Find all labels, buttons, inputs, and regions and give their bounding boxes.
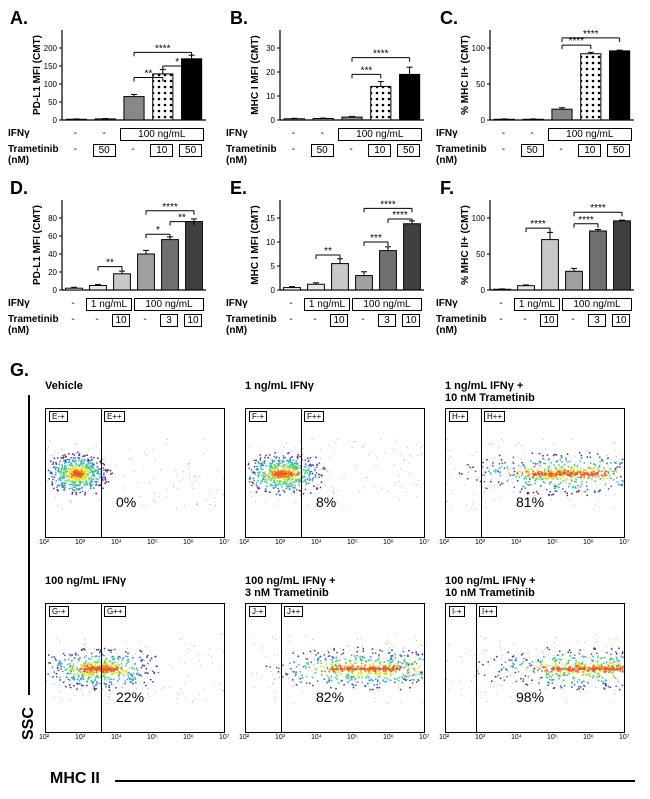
flow-title: 100 ng/mL IFNγ <box>45 575 225 601</box>
row1-xlabels-B: IFNγ--100 ng/mLTrametinib (nM)-50-1050 <box>248 128 438 170</box>
svg-text:0: 0 <box>481 116 486 124</box>
row2-xlabels-F: IFNγ-1 ng/mL100 ng/mLTrametinib (nM)--10… <box>458 298 648 340</box>
svg-text:30: 30 <box>266 44 275 53</box>
row1-xlabels-C: IFNγ--100 ng/mLTrametinib (nM)-50-1050 <box>458 128 648 170</box>
svg-text:100: 100 <box>44 80 58 89</box>
flow-xaxis: 10²10³10⁴10⁵10⁶10⁷ <box>45 539 225 553</box>
svg-text:MHC I MFI (CMT): MHC I MFI (CMT) <box>250 205 261 284</box>
flow-plot: 1 ng/mL IFNγ + 10 nM Trametinib H-+ H++ … <box>445 380 625 538</box>
flow-plot: 100 ng/mL IFNγ + 3 nM Trametinib J-+ J++… <box>245 575 425 733</box>
flow-box: H-+ H++ 81% <box>445 408 625 538</box>
svg-text:80: 80 <box>48 214 57 223</box>
flow-box: G-+ G++ 22% <box>45 603 225 733</box>
panel-label-D: D. <box>10 178 28 199</box>
chart-E: 051015MHC I MFI (CMT)************* <box>248 182 428 294</box>
flow-title: 1 ng/mL IFNγ <box>245 380 425 406</box>
svg-text:PD-L1 MFI (CMT): PD-L1 MFI (CMT) <box>32 35 43 115</box>
svg-text:150: 150 <box>44 62 58 71</box>
svg-text:****: **** <box>155 43 171 54</box>
svg-text:*: * <box>156 225 160 236</box>
svg-text:15: 15 <box>266 214 275 223</box>
svg-text:% MHC II+ (CMT): % MHC II+ (CMT) <box>460 205 471 285</box>
svg-text:****: **** <box>380 199 396 210</box>
ssc-axis-label: SSC <box>20 707 38 740</box>
svg-text:**: ** <box>324 246 332 257</box>
flow-box: J-+ J++ 82% <box>245 603 425 733</box>
mhcii-axis-line <box>115 780 635 782</box>
svg-text:MHC I MFI (CMT): MHC I MFI (CMT) <box>250 35 261 114</box>
svg-text:0: 0 <box>53 286 58 294</box>
svg-text:5: 5 <box>271 262 276 271</box>
panel-label-F: F. <box>440 178 454 199</box>
flow-box: E-+ E++ 0% <box>45 408 225 538</box>
ssc-axis-line <box>28 395 30 695</box>
panel-label-B: B. <box>230 8 248 29</box>
flow-xaxis: 10²10³10⁴10⁵10⁶10⁷ <box>245 734 425 748</box>
svg-text:****: **** <box>162 202 178 213</box>
panel-label-C: C. <box>440 8 458 29</box>
flow-xaxis: 10²10³10⁴10⁵10⁶10⁷ <box>445 539 625 553</box>
svg-text:****: **** <box>530 219 546 230</box>
svg-text:50: 50 <box>476 250 485 259</box>
svg-text:0: 0 <box>481 286 486 294</box>
svg-text:50: 50 <box>48 98 57 107</box>
panel-label-E: E. <box>230 178 247 199</box>
mhcii-axis-label: MHC II <box>50 770 100 788</box>
svg-text:100: 100 <box>472 214 486 223</box>
row1-xlabels-A: IFNγ--100 ng/mLTrametinib (nM)-50-1050 <box>30 128 220 170</box>
svg-text:40: 40 <box>48 250 57 259</box>
svg-text:20: 20 <box>266 68 275 77</box>
svg-text:***: *** <box>361 65 373 76</box>
chart-A: 050100150200PD-L1 MFI (CMT)******* <box>30 12 210 124</box>
svg-text:****: **** <box>583 29 599 40</box>
svg-text:% MHC II+ (CMT): % MHC II+ (CMT) <box>460 35 471 115</box>
chart-F: 050100% MHC II+ (CMT)************ <box>458 182 638 294</box>
svg-text:**: ** <box>106 258 114 269</box>
flow-box: F-+ F++ 8% <box>245 408 425 538</box>
svg-text:60: 60 <box>48 232 57 241</box>
flow-plot: 1 ng/mL IFNγ F-+ F++ 8% 10²10³10⁴10⁵10⁶1… <box>245 380 425 538</box>
flow-plot: 100 ng/mL IFNγ + 10 nM Trametinib I-+ I+… <box>445 575 625 733</box>
flow-title: 100 ng/mL IFNγ + 3 nM Trametinib <box>245 575 425 601</box>
flow-plot: 100 ng/mL IFNγ G-+ G++ 22% 10²10³10⁴10⁵1… <box>45 575 225 733</box>
svg-text:10: 10 <box>266 238 275 247</box>
svg-text:***: *** <box>370 233 382 244</box>
svg-text:50: 50 <box>476 80 485 89</box>
chart-D: 020406080PD-L1 MFI (CMT)********* <box>30 182 210 294</box>
row2-xlabels-D: IFNγ-1 ng/mL100 ng/mLTrametinib (nM)--10… <box>30 298 220 340</box>
chart-B: 0 10 20 30 MHC I MFI (CMT) ******* <box>248 12 428 124</box>
panel-label-A: A. <box>10 8 28 29</box>
svg-text:0: 0 <box>271 116 276 124</box>
row2-xlabels-E: IFNγ-1 ng/mL100 ng/mLTrametinib (nM)--10… <box>248 298 438 340</box>
chart-C: 050100% MHC II+ (CMT)******** <box>458 12 638 124</box>
flow-title: Vehicle <box>45 380 225 406</box>
svg-text:0: 0 <box>53 116 58 124</box>
svg-text:0: 0 <box>271 286 276 294</box>
svg-text:**: ** <box>145 69 153 80</box>
flow-xaxis: 10²10³10⁴10⁵10⁶10⁷ <box>245 539 425 553</box>
svg-text:100: 100 <box>472 44 486 53</box>
panel-label-G: G. <box>10 360 29 381</box>
svg-text:200: 200 <box>44 44 58 53</box>
flow-xaxis: 10²10³10⁴10⁵10⁶10⁷ <box>445 734 625 748</box>
svg-text:20: 20 <box>48 268 57 277</box>
svg-text:****: **** <box>578 215 594 226</box>
svg-text:*: * <box>175 57 179 68</box>
svg-text:**: ** <box>178 213 186 224</box>
flow-xaxis: 10²10³10⁴10⁵10⁶10⁷ <box>45 734 225 748</box>
svg-text:****: **** <box>392 210 408 221</box>
svg-text:****: **** <box>590 203 606 214</box>
flow-title: 100 ng/mL IFNγ + 10 nM Trametinib <box>445 575 625 601</box>
svg-text:PD-L1 MFI (CMT): PD-L1 MFI (CMT) <box>32 205 43 285</box>
flow-title: 1 ng/mL IFNγ + 10 nM Trametinib <box>445 380 625 406</box>
svg-text:****: **** <box>373 49 389 60</box>
flow-box: I-+ I++ 98% <box>445 603 625 733</box>
flow-plot: Vehicle E-+ E++ 0% 10²10³10⁴10⁵10⁶10⁷ <box>45 380 225 538</box>
svg-text:10: 10 <box>266 92 275 101</box>
